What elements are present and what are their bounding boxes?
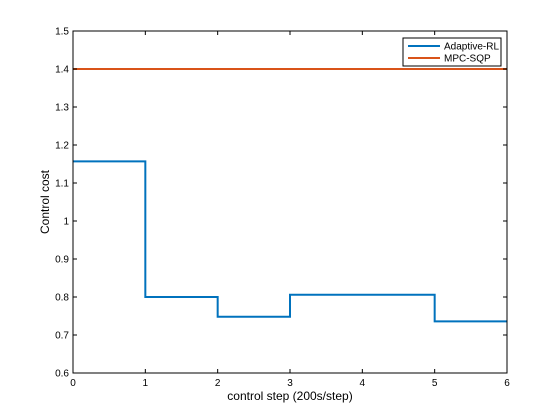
x-axis: 0 1 2 3 4 5 6 xyxy=(70,31,510,389)
y-tick-label: 0.7 xyxy=(55,331,69,342)
y-tick-label: 1.4 xyxy=(55,65,69,76)
legend: Adaptive-RL MPC-SQP xyxy=(402,37,502,67)
x-tick-label: 0 xyxy=(70,378,76,389)
y-tick-label: 1.5 xyxy=(55,27,69,38)
y-axis: 0.6 0.7 0.8 0.9 1 1.1 1.2 1.3 1.4 1.5 xyxy=(55,27,507,380)
y-tick-label: 0.9 xyxy=(55,255,69,266)
y-tick-label: 0.8 xyxy=(55,293,69,304)
y-tick-label: 0.6 xyxy=(55,369,69,380)
y-tick-label: 1.1 xyxy=(55,179,69,190)
legend-label-mpc-sqp: MPC-SQP xyxy=(444,54,491,65)
y-tick-label: 1.3 xyxy=(55,103,69,114)
x-tick-label: 2 xyxy=(215,378,221,389)
series-layer xyxy=(73,68,507,323)
y-tick-label: 1 xyxy=(63,217,69,228)
x-tick-label: 6 xyxy=(504,378,510,389)
x-tick-label: 5 xyxy=(432,378,438,389)
legend-label-adaptive-rl: Adaptive-RL xyxy=(444,42,499,53)
y-tick-label: 1.2 xyxy=(55,141,69,152)
x-tick-label: 3 xyxy=(287,378,293,389)
y-axis-label: Control cost xyxy=(38,169,52,234)
x-tick-label: 4 xyxy=(360,378,366,389)
x-axis-label: control step (200s/step) xyxy=(227,389,352,403)
series-line-adaptive-rl xyxy=(73,160,507,323)
x-tick-label: 1 xyxy=(143,378,149,389)
legend-box xyxy=(402,37,502,67)
